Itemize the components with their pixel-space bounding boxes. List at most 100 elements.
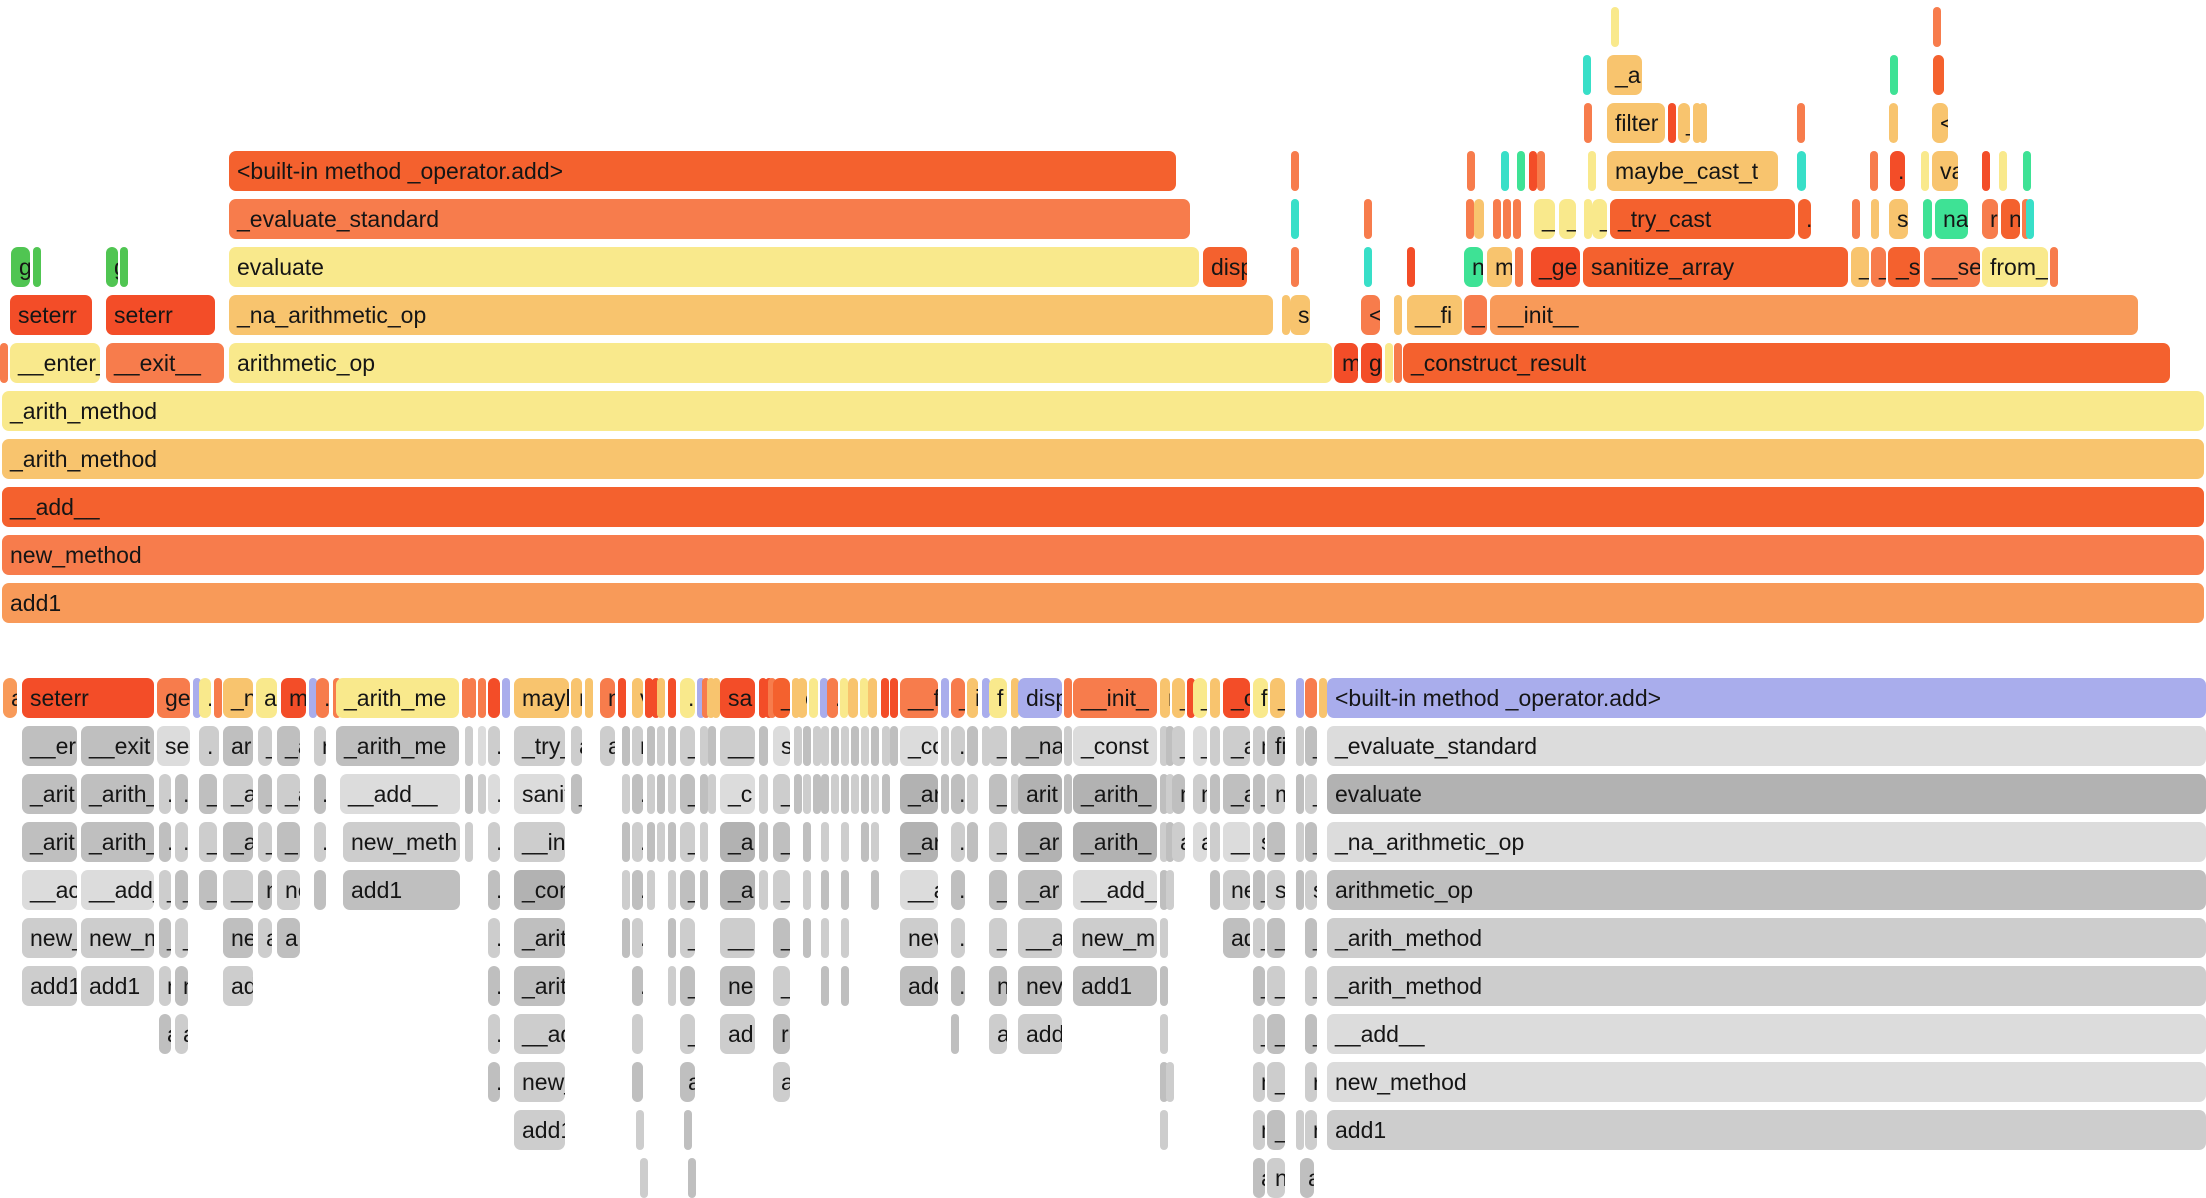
flame-frame-sliver[interactable]	[1166, 774, 1174, 814]
flame-frame-sliver[interactable]	[1187, 678, 1195, 718]
flame-frame-sliver[interactable]	[1282, 295, 1290, 335]
flame-frame-sliver[interactable]	[813, 774, 821, 814]
flame-frame-_[interactable]: _	[1253, 966, 1265, 1006]
flame-frame-sliver[interactable]: .	[871, 726, 879, 766]
flame-frame-r[interactable]: r	[1982, 199, 1998, 239]
flame-frame-_[interactable]: _	[199, 774, 217, 814]
flame-frame-sliver[interactable]	[1166, 822, 1174, 862]
flame-frame-_[interactable]: _	[1464, 295, 1487, 335]
flame-frame-_[interactable]: _	[1193, 678, 1207, 718]
flame-frame-_[interactable]: _	[989, 870, 1007, 910]
flame-frame-_ar[interactable]: _ar	[900, 774, 938, 814]
flame-frame-n[interactable]: n	[1253, 1110, 1265, 1150]
flame-frame-sliver[interactable]: .	[951, 774, 965, 814]
flame-frame-sliver[interactable]	[967, 774, 978, 814]
flame-frame-seterr[interactable]: seterr	[106, 295, 215, 335]
flame-frame-_[interactable]: _	[1305, 822, 1317, 862]
flame-frame-_[interactable]: _	[175, 870, 188, 910]
flame-frame-sliver[interactable]	[652, 678, 660, 718]
flame-frame-sliver[interactable]	[1210, 774, 1220, 814]
flame-frame-sliver[interactable]	[1503, 199, 1511, 239]
flame-frame-sliver[interactable]	[882, 726, 890, 766]
flame-frame-sliver[interactable]	[1529, 151, 1537, 191]
flame-frame-_const[interactable]: _const	[1073, 726, 1157, 766]
flame-frame-seterr[interactable]: seterr	[22, 678, 154, 718]
flame-frame-_ar[interactable]: _ar	[1018, 822, 1062, 862]
flame-frame-sliver[interactable]	[1296, 774, 1304, 814]
flame-frame-sliver[interactable]	[1797, 103, 1805, 143]
flame-frame-r[interactable]: r	[1160, 678, 1170, 718]
flame-frame-__exit[interactable]: __exit	[81, 726, 154, 766]
flame-frame-sliver[interactable]	[1889, 103, 1898, 143]
flame-frame-_na[interactable]: _na	[1018, 726, 1062, 766]
flame-frame-sliver[interactable]	[1515, 247, 1523, 287]
flame-frame-_arith[interactable]: _arith	[514, 918, 565, 958]
flame-frame-sliver[interactable]: .	[314, 822, 326, 862]
flame-frame-sliver[interactable]	[851, 774, 859, 814]
flame-frame-sliver[interactable]	[860, 678, 868, 718]
flame-frame-add1[interactable]: add1	[2, 583, 2204, 623]
flame-frame-sliver[interactable]: .	[314, 774, 326, 814]
flame-frame-__init_[interactable]: __init_	[514, 822, 565, 862]
flame-frame-_[interactable]: _	[199, 822, 217, 862]
flame-frame-sliver[interactable]	[1693, 103, 1701, 143]
flame-frame-sliver[interactable]	[622, 870, 630, 910]
flame-frame-g[interactable]: g	[1361, 343, 1382, 383]
flame-frame-new_method[interactable]: new_method	[1327, 1062, 2206, 1102]
flame-frame-sliver[interactable]: .	[803, 726, 811, 766]
flame-frame-_arith[interactable]: _arith	[514, 966, 565, 1006]
flame-frame-sliver[interactable]	[700, 774, 708, 814]
flame-frame-sliver[interactable]	[841, 966, 849, 1006]
flame-frame-sliver[interactable]: .	[668, 678, 676, 718]
flame-frame-_[interactable]: _	[258, 774, 272, 814]
flame-frame-sliver[interactable]: .	[848, 678, 858, 718]
flame-frame-sliver[interactable]: -	[821, 822, 829, 862]
flame-frame-sliver[interactable]	[1166, 1062, 1174, 1102]
flame-frame-_[interactable]: _	[571, 774, 582, 814]
flame-frame-add1[interactable]: add1	[22, 966, 77, 1006]
flame-frame-sliver[interactable]	[1011, 726, 1019, 766]
flame-frame-s[interactable]: s	[1296, 822, 1304, 862]
flame-frame-_[interactable]: _	[989, 726, 1007, 766]
flame-frame-n[interactable]: n	[2001, 199, 2020, 239]
flame-frame-f[interactable]: f	[989, 678, 1007, 718]
flame-frame-sliver[interactable]	[1982, 151, 1990, 191]
flame-frame-sliver[interactable]	[759, 774, 768, 814]
flame-frame-sliver[interactable]: .	[632, 966, 643, 1006]
flame-frame-_[interactable]: _	[1267, 1014, 1285, 1054]
flame-frame-sliver[interactable]	[657, 822, 665, 862]
flame-frame-r[interactable]: r	[314, 726, 326, 766]
flame-frame-sliver[interactable]	[700, 870, 708, 910]
flame-frame-ad[interactable]: ad	[223, 966, 253, 1006]
flame-frame-sliver[interactable]	[1923, 199, 1932, 239]
flame-frame-evaluate[interactable]: evaluate	[1327, 774, 2206, 814]
flame-frame-add1[interactable]: add1	[514, 1110, 565, 1150]
flame-frame-a[interactable]: a	[159, 1014, 171, 1054]
flame-frame-_[interactable]: _	[1267, 822, 1285, 862]
flame-frame-sliver[interactable]	[462, 678, 470, 718]
flame-frame-sliver[interactable]	[33, 247, 41, 287]
flame-frame-_a[interactable]: _a	[277, 726, 300, 766]
flame-frame-_[interactable]: _	[989, 774, 1007, 814]
flame-frame-sliver[interactable]: <	[1932, 103, 1948, 143]
flame-frame-sliver[interactable]	[708, 726, 716, 766]
flame-frame-sliver[interactable]	[1166, 870, 1174, 910]
flame-frame-add1[interactable]: add1	[81, 966, 154, 1006]
flame-frame-_[interactable]: _	[258, 822, 272, 862]
flame-frame-__se[interactable]: __se	[1924, 247, 1980, 287]
flame-frame-sliver[interactable]: .	[488, 966, 500, 1006]
flame-frame-__add__[interactable]: __add__	[340, 774, 460, 814]
flame-frame-sliver[interactable]: .	[632, 822, 643, 862]
flame-frame-_ar[interactable]: _ar	[1018, 870, 1062, 910]
flame-frame-sliver[interactable]	[1160, 774, 1168, 814]
flame-frame-new_method[interactable]: new_method	[2, 535, 2204, 575]
flame-frame-sliver[interactable]	[465, 726, 473, 766]
flame-frame-sliver[interactable]	[702, 678, 710, 718]
flame-frame-__ac[interactable]: __ac	[22, 870, 77, 910]
flame-frame-sliver[interactable]: .	[951, 726, 965, 766]
flame-frame-seterr[interactable]: seterr	[10, 295, 92, 335]
flame-frame-_[interactable]: _	[951, 678, 965, 718]
flame-frame-sliver[interactable]	[1064, 726, 1072, 766]
flame-frame-sliver[interactable]	[768, 678, 776, 718]
flame-frame-sliver[interactable]	[1999, 151, 2007, 191]
